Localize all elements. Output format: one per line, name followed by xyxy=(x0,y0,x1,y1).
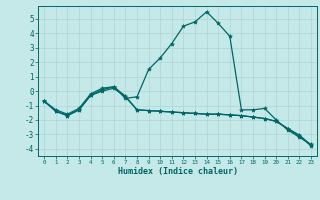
X-axis label: Humidex (Indice chaleur): Humidex (Indice chaleur) xyxy=(118,167,238,176)
